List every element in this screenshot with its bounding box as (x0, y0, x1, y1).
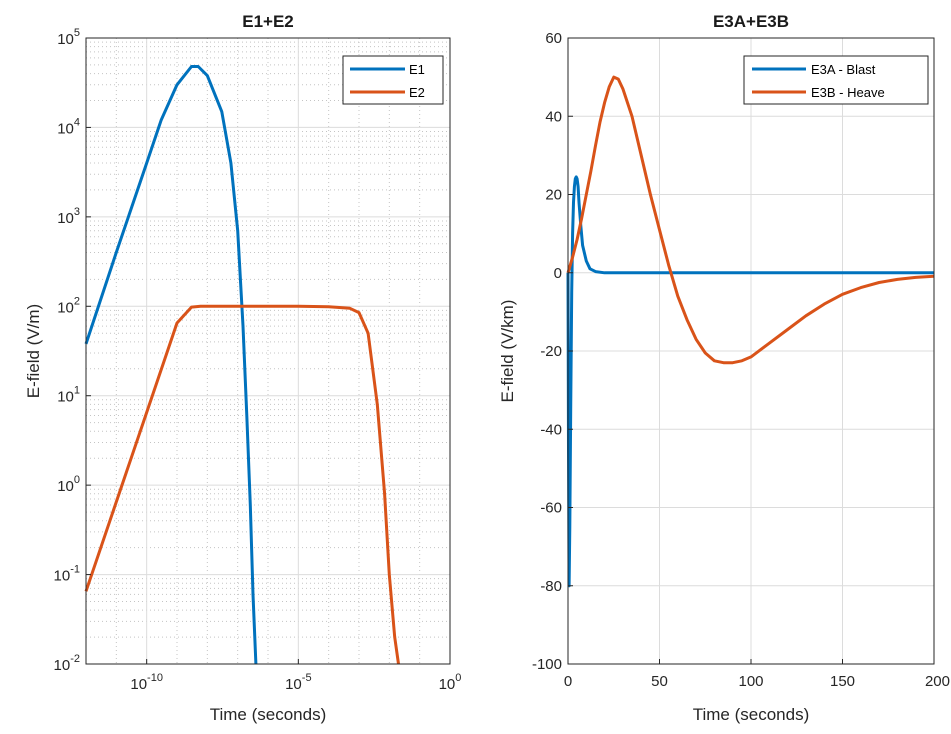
x-tick-label: 100 (439, 672, 462, 693)
series-line-e3b (566, 75, 935, 365)
axes-box (85, 37, 451, 665)
legend-box (342, 55, 444, 105)
y-tick-label: 20 (545, 187, 562, 204)
x-tick-labels: 0 50 100 150 200 (564, 673, 950, 690)
x-axis-label: Time (seconds) (210, 705, 327, 724)
y-tick-label: 105 (57, 27, 80, 48)
y-tick-label: -40 (540, 421, 562, 438)
y-tick-label: 0 (554, 265, 562, 282)
y-tick-label: 100 (57, 474, 80, 495)
x-tick-label: 0 (564, 673, 572, 690)
plot-title: E1+E2 (242, 12, 294, 31)
y-tick-labels: 10-2 10-1 100 101 102 103 104 105 (54, 27, 80, 674)
legend: E1 E2 (342, 55, 444, 105)
legend-box (743, 55, 929, 105)
x-tick-label: 10-5 (285, 672, 311, 693)
plot-title: E3A+E3B (713, 12, 789, 31)
y-axis-label: E-field (V/m) (24, 304, 43, 398)
legend-label-e1: E1 (409, 62, 425, 77)
y-tick-label: -60 (540, 500, 562, 517)
plot-e1-e2: 10-10 10-5 100 10-210-1100101102103104105 … (24, 12, 461, 724)
y-tick-label: 40 (545, 108, 562, 125)
y-tick-label: 10-1 (54, 564, 80, 585)
x-tick-label: 100 (738, 673, 763, 690)
y-tick-label: -100 (532, 656, 562, 673)
x-tick-label: 10-10 (130, 672, 163, 693)
y-tick-label: 101 (57, 385, 80, 406)
x-tick-label: 50 (651, 673, 668, 690)
y-tick-label: -20 (540, 343, 562, 360)
y-tick-labels: -100 -80 -60 -40 -20 0 20 40 60 (532, 30, 562, 673)
tick-marks (567, 37, 935, 665)
x-tick-label: 200 (925, 673, 950, 690)
y-axis-label: E-field (V/km) (498, 300, 517, 403)
y-tick-label: 103 (57, 206, 80, 227)
legend-label-e3a: E3A - Blast (811, 62, 876, 77)
series-line-e1 (84, 65, 258, 665)
tick-marks (86, 37, 451, 665)
y-tick-label: 102 (57, 295, 80, 316)
series-lines (84, 65, 400, 665)
legend: E3A - Blast E3B - Heave (743, 55, 929, 105)
x-tick-label: 150 (830, 673, 855, 690)
y-tick-label: 60 (545, 30, 562, 47)
x-tick-labels: 10-10 10-5 100 (130, 672, 461, 693)
series-line-e2 (84, 304, 400, 665)
plot-e3a-e3b: 0 50 100 150 200 -100 -80 -60 -40 -20 0 20 40 60 E3A… (498, 12, 950, 724)
legend-label-e2: E2 (409, 85, 425, 100)
y-tick-label: 104 (57, 116, 80, 137)
series-lines (566, 75, 935, 588)
y-tick-label: -80 (540, 578, 562, 595)
legend-label-e3b: E3B - Heave (811, 85, 885, 100)
x-axis-label: Time (seconds) (693, 705, 810, 724)
series-line-e3a (566, 175, 934, 588)
y-tick-label: 10-2 (54, 653, 80, 674)
